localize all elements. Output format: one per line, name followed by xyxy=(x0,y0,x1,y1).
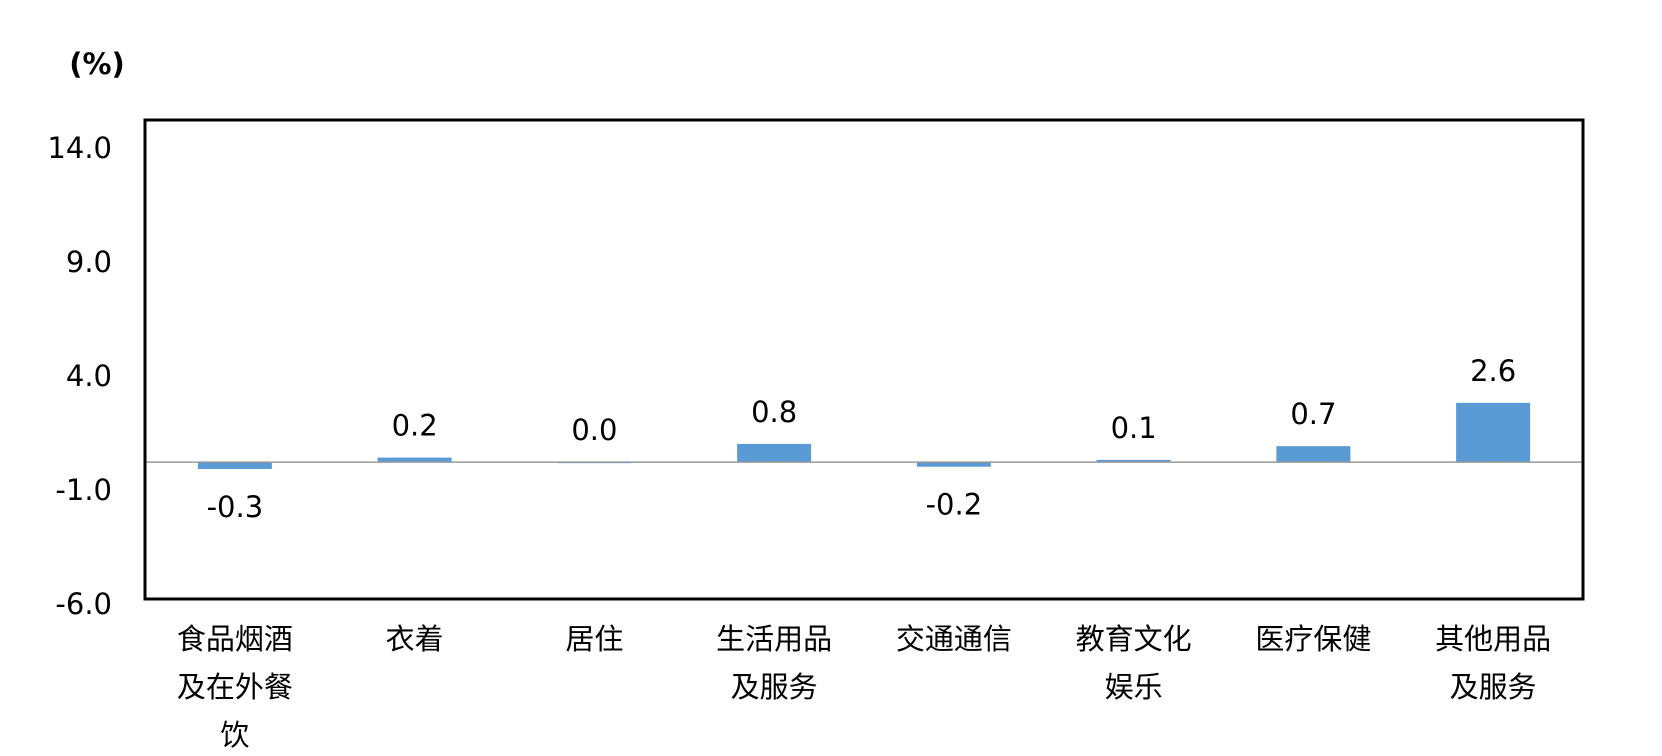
y-tick-label: 14.0 xyxy=(47,131,112,165)
x-tick-line: 及服务 xyxy=(731,670,818,704)
x-tick-label: 食品烟酒及在外餐饮 xyxy=(177,622,293,752)
x-tick-line: 衣着 xyxy=(386,622,444,656)
value-label: 0.7 xyxy=(1290,397,1336,431)
value-label: 2.6 xyxy=(1470,354,1516,388)
x-tick-line: 及服务 xyxy=(1450,670,1537,704)
y-tick-label: 4.0 xyxy=(66,359,112,393)
x-tick-label: 其他用品及服务 xyxy=(1435,622,1551,704)
value-label: 0.1 xyxy=(1111,411,1157,445)
value-label: 0.0 xyxy=(571,413,617,447)
x-tick-label: 衣着 xyxy=(386,622,444,656)
bar xyxy=(1096,459,1171,463)
x-tick-line: 食品烟酒 xyxy=(177,622,293,656)
x-tick-label: 医疗保健 xyxy=(1255,622,1371,656)
bar xyxy=(916,462,991,467)
x-tick-line: 生活用品 xyxy=(716,622,832,656)
x-tick-label: 教育文化娱乐 xyxy=(1076,622,1192,704)
bar xyxy=(737,443,812,463)
bar xyxy=(197,462,272,469)
x-tick-line: 娱乐 xyxy=(1105,670,1163,704)
x-tick-line: 及在外餐 xyxy=(177,670,293,704)
x-tick-line: 居住 xyxy=(565,622,623,656)
value-label: -0.3 xyxy=(207,490,264,524)
y-axis-label: (%) xyxy=(69,47,125,81)
y-tick-label: 9.0 xyxy=(66,245,112,279)
value-label: 0.2 xyxy=(392,409,438,443)
bar xyxy=(1276,446,1351,463)
x-tick-label: 生活用品及服务 xyxy=(716,622,832,704)
x-tick-label: 交通通信 xyxy=(896,622,1012,656)
x-tick-line: 其他用品 xyxy=(1435,622,1551,656)
y-tick-label: -6.0 xyxy=(55,587,112,621)
plot-border xyxy=(143,118,1585,601)
x-tick-label: 居住 xyxy=(565,622,623,656)
x-tick-line: 教育文化 xyxy=(1076,622,1192,656)
bar xyxy=(1456,402,1531,463)
value-label: 0.8 xyxy=(751,395,797,429)
x-tick-line: 医疗保健 xyxy=(1255,622,1371,656)
x-tick-line: 交通通信 xyxy=(896,622,1012,656)
y-tick-label: -1.0 xyxy=(55,473,112,507)
bar xyxy=(377,457,452,463)
x-tick-line: 饮 xyxy=(220,718,249,752)
value-label: -0.2 xyxy=(926,488,983,522)
